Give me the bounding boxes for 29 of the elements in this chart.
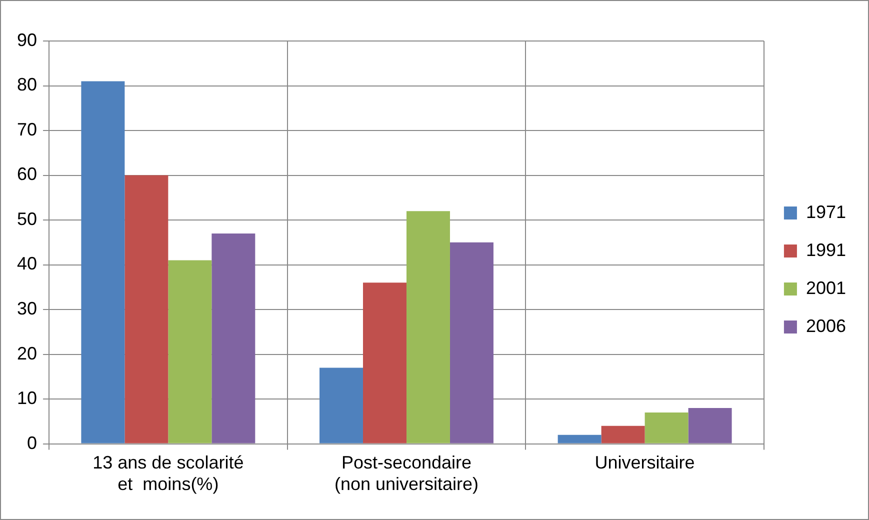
y-tick-label: 20 — [16, 343, 38, 364]
y-tick-label: 30 — [16, 298, 38, 318]
legend-label: 2006 — [806, 316, 846, 336]
legend-label: 1991 — [806, 240, 846, 260]
legend-label: 1971 — [806, 202, 846, 222]
bar — [212, 233, 256, 444]
bar — [450, 242, 494, 444]
bar — [81, 81, 125, 444]
bar — [601, 426, 645, 444]
y-tick-label: 40 — [16, 254, 38, 274]
bar — [558, 434, 602, 444]
bar — [363, 282, 406, 444]
x-tick-label: Post-secondaire (non universitaire) — [334, 452, 479, 494]
bar — [406, 211, 450, 444]
x-tick-label: 13 ans de scolarité et moins(%) — [92, 452, 244, 494]
x-tick-label: Universitaire — [594, 452, 695, 473]
legend-label: 2001 — [806, 278, 846, 298]
y-tick-label: 0 — [27, 432, 38, 453]
y-tick-label: 90 — [16, 30, 38, 50]
y-tick-label: 60 — [16, 164, 38, 184]
bar — [644, 412, 688, 444]
bar — [168, 260, 212, 444]
bar — [688, 408, 732, 444]
y-tick-label: 10 — [16, 388, 38, 408]
y-tick-label: 80 — [16, 74, 38, 95]
bar — [320, 368, 363, 444]
y-tick-label: 50 — [16, 208, 38, 229]
bar — [124, 175, 168, 444]
y-tick-label: 70 — [16, 119, 38, 140]
